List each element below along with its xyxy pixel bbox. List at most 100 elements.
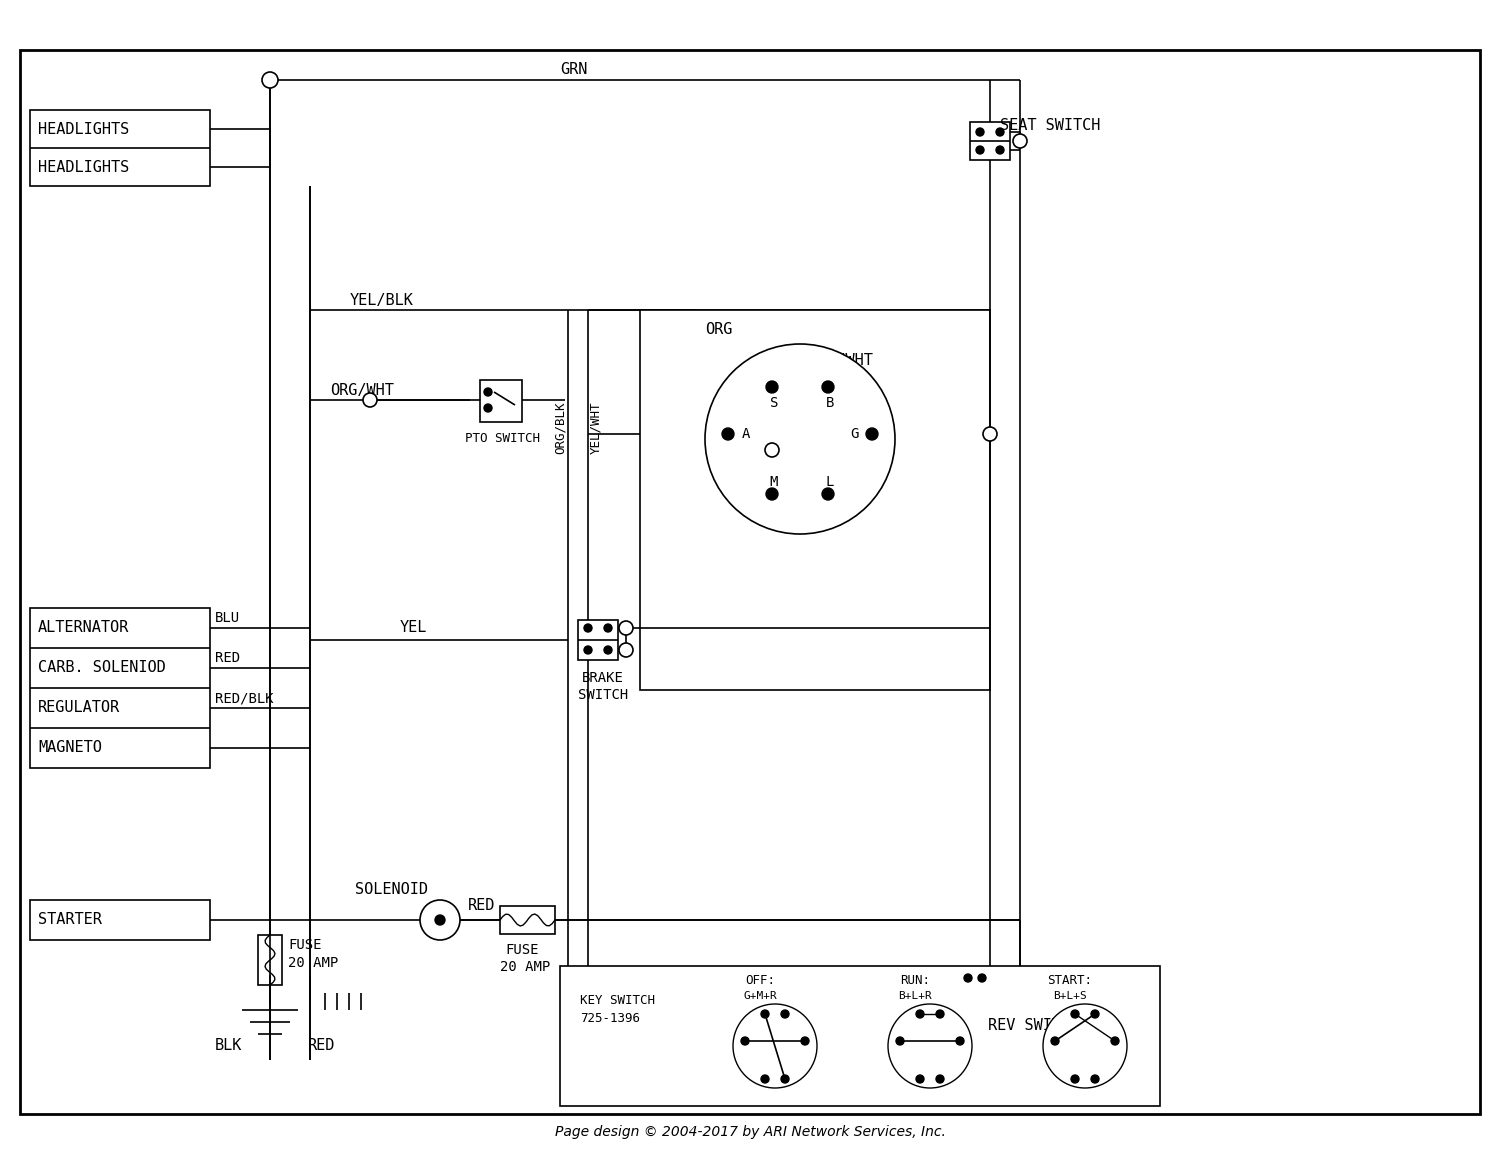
Text: YEL/BLK: YEL/BLK [350,292,414,307]
Text: BLK: BLK [214,1037,243,1052]
Circle shape [1052,1037,1059,1046]
Text: G+M+R: G+M+R [742,991,777,1001]
Text: M: M [758,1065,765,1076]
Text: REV SWITCH: REV SWITCH [988,1018,1080,1033]
Circle shape [734,1004,818,1088]
Text: HEADLIGHTS: HEADLIGHTS [38,121,129,136]
Circle shape [982,427,998,441]
Text: PTO SWITCH: PTO SWITCH [465,432,540,444]
Circle shape [782,1010,789,1018]
Text: 20 AMP: 20 AMP [500,960,550,974]
Circle shape [996,128,1004,136]
Circle shape [741,1037,748,1046]
Circle shape [604,624,612,632]
Bar [30,608,210,769]
Text: B: B [1095,1019,1102,1029]
Circle shape [782,1076,789,1082]
Text: G: G [960,1037,966,1048]
Text: A: A [742,427,750,441]
Bar [560,966,1160,1106]
Circle shape [435,915,445,926]
Circle shape [822,381,834,394]
Text: HEADLIGHTS: HEADLIGHTS [38,159,129,174]
Text: A: A [894,1037,902,1048]
Text: YEL: YEL [400,621,427,636]
Circle shape [1071,1010,1078,1018]
Text: B: B [827,396,834,410]
Text: SOLENOID: SOLENOID [356,883,428,898]
Bar [500,906,555,934]
Circle shape [1071,1076,1078,1082]
Circle shape [262,72,278,88]
Circle shape [760,1076,770,1082]
Bar [640,310,990,690]
Circle shape [1042,1004,1126,1088]
Text: 20 AMP: 20 AMP [288,956,339,971]
Circle shape [964,974,972,982]
Text: FUSE: FUSE [506,943,538,957]
Circle shape [978,974,986,982]
Text: FUSE: FUSE [288,938,321,952]
Circle shape [1090,1010,1100,1018]
Bar [258,935,282,986]
Text: M: M [770,475,778,489]
Circle shape [888,1004,972,1088]
Text: STARTER: STARTER [38,913,102,928]
Circle shape [484,404,492,412]
Circle shape [865,428,877,440]
Bar [30,110,210,186]
Circle shape [766,488,778,500]
Text: B: B [786,1019,792,1029]
Text: SEAT SWITCH: SEAT SWITCH [1000,118,1101,133]
Circle shape [484,388,492,396]
Text: L: L [940,1065,948,1076]
Bar [970,122,1010,160]
Circle shape [1090,1076,1100,1082]
Text: KEY SWITCH: KEY SWITCH [580,995,656,1007]
Text: OFF:: OFF: [746,974,776,988]
Text: RED: RED [468,898,495,913]
Text: RED/WHT: RED/WHT [810,352,874,367]
Circle shape [916,1010,924,1018]
Circle shape [722,428,734,440]
Circle shape [363,394,376,407]
Text: L: L [786,1065,792,1076]
Text: REGULATOR: REGULATOR [38,700,120,715]
Text: ORG/WHT: ORG/WHT [330,382,394,397]
Text: RUN:: RUN: [900,974,930,988]
Text: 725-1396: 725-1396 [580,1012,640,1025]
Circle shape [976,128,984,136]
Circle shape [896,1037,904,1046]
Circle shape [620,643,633,657]
Circle shape [801,1037,808,1046]
Text: BRAKE: BRAKE [582,670,624,685]
Circle shape [760,1010,770,1018]
Text: RED/BLK: RED/BLK [214,691,273,705]
Circle shape [584,646,592,654]
Circle shape [822,488,834,500]
Text: M: M [912,1065,920,1076]
Text: ARI: ARI [537,516,963,730]
Circle shape [584,624,592,632]
Text: S: S [912,1019,920,1029]
Text: S: S [1068,1019,1074,1029]
Text: RED: RED [214,651,240,665]
Text: A: A [1050,1037,1056,1048]
Circle shape [936,1010,944,1018]
Text: CARB. SOLENIOD: CARB. SOLENIOD [38,660,165,675]
Circle shape [766,381,778,394]
Bar [694,350,940,450]
Text: L: L [1095,1065,1102,1076]
Text: A: A [740,1037,747,1048]
Circle shape [956,1037,964,1046]
Text: B+L+S: B+L+S [1053,991,1088,1001]
Text: RED: RED [308,1037,336,1052]
Bar [578,620,618,660]
Bar [480,380,522,422]
Text: G: G [804,1037,812,1048]
Text: BLU: BLU [214,610,240,625]
Circle shape [1112,1037,1119,1046]
Text: ORG/BLK: ORG/BLK [554,402,567,454]
Circle shape [620,621,633,635]
Circle shape [936,1076,944,1082]
